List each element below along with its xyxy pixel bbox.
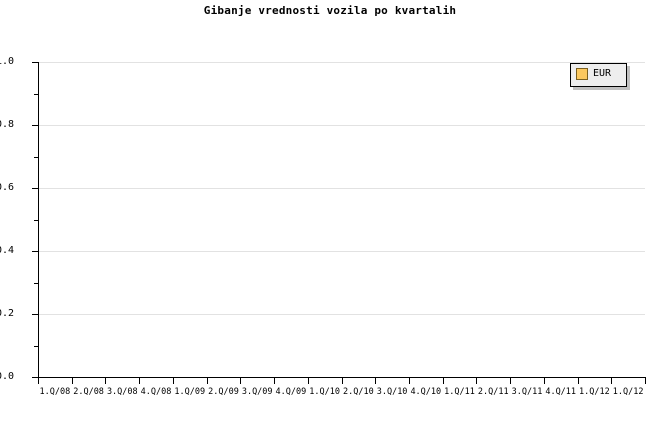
gridline [38,125,645,126]
x-tick [375,378,376,384]
x-axis-label: 1.Q/10 [309,387,340,397]
y-axis-label: 1.0 [0,56,14,67]
x-tick [38,378,39,384]
x-tick [173,378,174,384]
legend-swatch-icon [576,68,588,80]
x-tick [476,378,477,384]
y-tick-major [32,188,38,189]
y-tick-major [32,314,38,315]
y-tick-major [32,125,38,126]
x-axis-label: 1.Q/12 [579,387,610,397]
x-axis-label: 4.Q/10 [410,387,442,397]
x-axis-label: 1.Q/09 [174,387,206,397]
y-tick-major [32,62,38,63]
x-axis-label: 3.Q/08 [106,387,138,397]
x-tick [240,378,241,384]
y-axis-label: 0.6 [0,182,14,193]
x-axis-label: 2.Q/11 [477,387,509,397]
x-axis-label: 1.Q/12 [612,387,644,397]
y-tick-major [32,377,38,378]
x-axis-line [38,377,646,378]
x-axis-label: 4.Q/09 [275,387,307,397]
x-axis-label: 3.Q/10 [376,387,408,397]
y-tick-major [32,251,38,252]
x-axis-ticks [38,378,646,386]
x-axis-label: 2.Q/10 [343,387,374,397]
x-tick [611,378,612,384]
chart-title: Gibanje vrednosti vozila po kvartalih [203,4,457,17]
x-tick [342,378,343,384]
y-tick-minor [34,93,38,95]
legend-entry-eur[interactable]: EUR [576,68,611,80]
x-tick [510,378,511,384]
gridline [38,314,645,315]
x-axis-label: 3.Q/11 [511,387,543,397]
x-axis-label: 1.Q/08 [39,387,71,397]
x-axis-label: 2.Q/08 [73,387,104,397]
legend-box[interactable]: EUR [570,63,627,87]
plot-canvas [38,62,645,377]
gridline [38,62,645,63]
x-tick [578,378,579,384]
y-axis-label: 0.2 [0,308,14,319]
x-axis-label: 3.Q/09 [241,387,273,397]
x-tick [544,378,545,384]
x-axis-label: 4.Q/11 [545,387,577,397]
y-axis-label: 0.0 [0,371,14,382]
x-axis-label: 1.Q/11 [444,387,475,397]
gridline [38,251,645,252]
y-tick-minor [34,219,38,221]
x-tick [72,378,73,384]
x-tick [105,378,106,384]
x-tick [308,378,309,384]
x-axis-label: 4.Q/08 [140,387,172,397]
x-tick [645,378,646,384]
x-tick [207,378,208,384]
y-tick-minor [34,345,38,347]
y-tick-minor [34,282,38,284]
x-axis-labels: 1.Q/08 2.Q/08 3.Q/08 4.Q/08 1.Q/09 2.Q/09 3.Q/… [38,386,646,400]
x-axis-label: 2.Q/09 [208,387,239,397]
y-axis-line [38,62,39,378]
legend-label: EUR [593,68,612,79]
x-tick [443,378,444,384]
y-tick-minor [34,156,38,158]
x-tick [139,378,140,384]
x-tick [274,378,275,384]
plot-area [32,62,645,378]
y-axis-label: 0.4 [0,245,14,256]
gridline [38,188,645,189]
x-tick [409,378,410,384]
y-axis-label: 0.8 [0,119,14,130]
